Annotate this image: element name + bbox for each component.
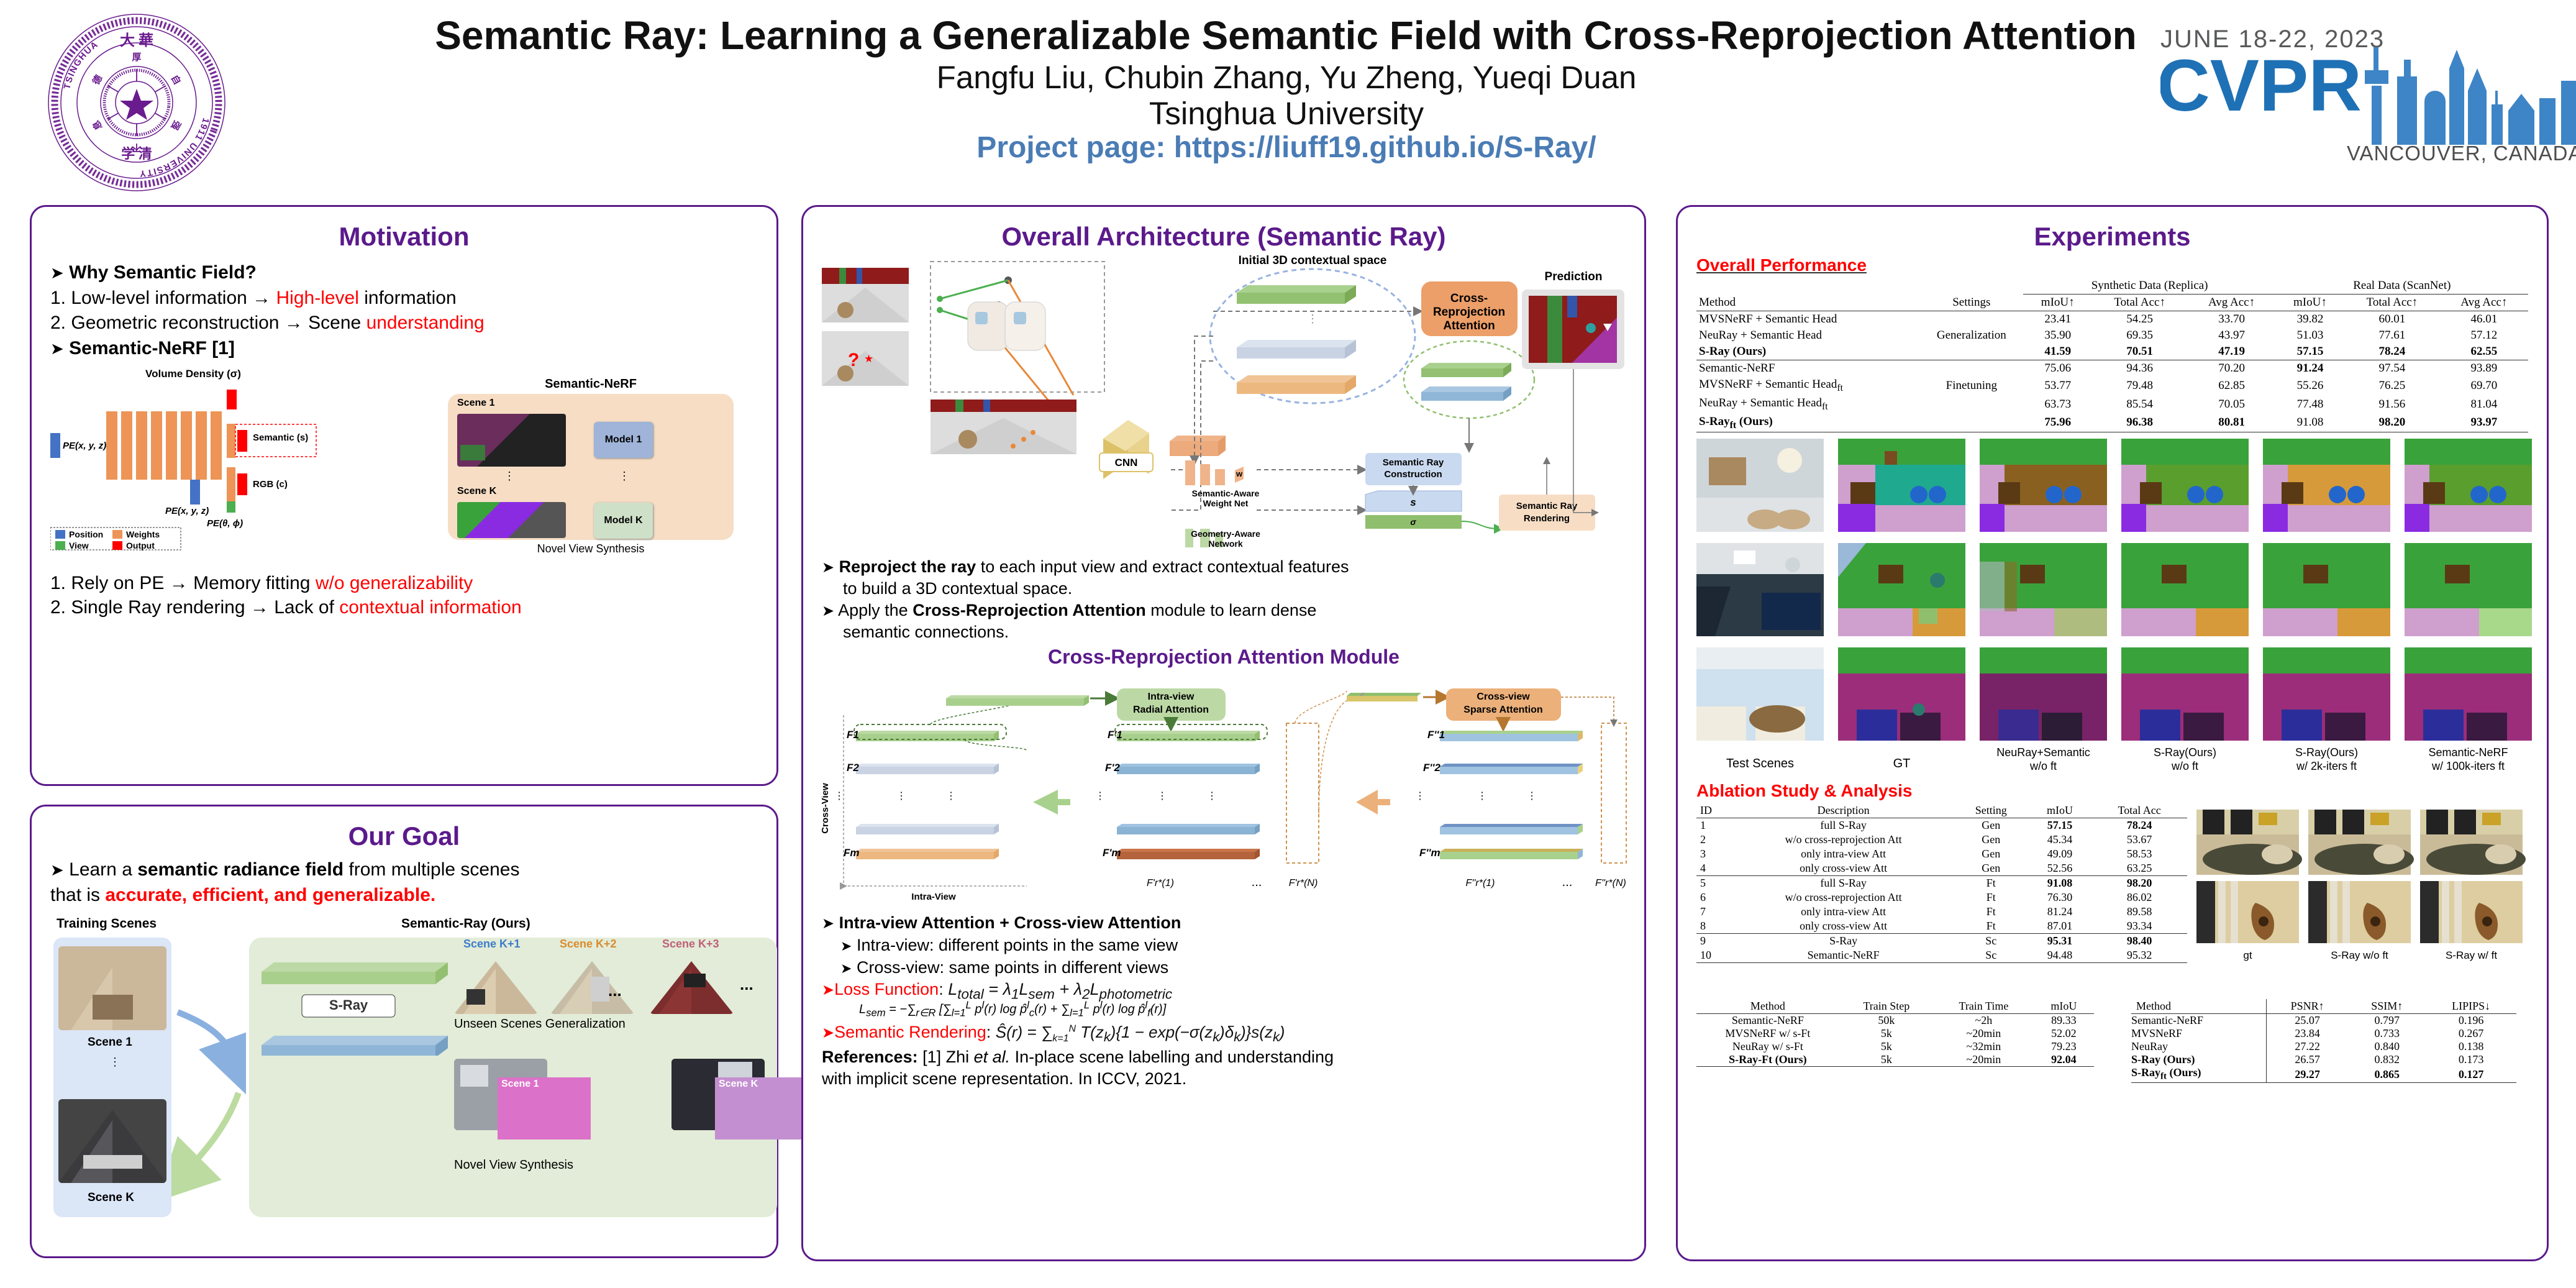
svg-text:F2: F2	[847, 762, 859, 774]
svg-text:大 華: 大 華	[120, 32, 153, 49]
svg-text:Sparse Attention: Sparse Attention	[1463, 705, 1542, 715]
svg-text:⋮: ⋮	[1207, 791, 1217, 802]
svg-text:CVPR: CVPR	[2160, 45, 2362, 127]
svg-text:⋮: ⋮	[1415, 791, 1425, 802]
svg-text:F''2: F''2	[1423, 762, 1440, 774]
svg-text:S-Ray: S-Ray	[329, 997, 368, 1013]
svg-text:Cross-View: Cross-View	[822, 783, 831, 834]
svg-text:F'2: F'2	[1105, 762, 1120, 774]
svg-text:强: 强	[169, 118, 183, 132]
svg-text:Volume Density (σ): Volume Density (σ)	[145, 368, 241, 380]
svg-text:学 清: 学 清	[121, 146, 152, 162]
svg-text:Intra-View: Intra-View	[911, 892, 956, 902]
svg-text:Attention: Attention	[1443, 319, 1495, 332]
svg-text:Weight Net: Weight Net	[1203, 498, 1249, 508]
svg-text:RGB (c): RGB (c)	[253, 479, 288, 490]
svg-text:F'm: F'm	[1103, 847, 1121, 859]
svg-text:?: ?	[848, 350, 859, 370]
svg-text:VANCOUVER, CANADA: VANCOUVER, CANADA	[2347, 142, 2576, 165]
svg-text:自: 自	[169, 73, 183, 86]
svg-text:⋮: ⋮	[1157, 791, 1167, 802]
svg-text:View: View	[69, 541, 89, 550]
svg-text:Network: Network	[1208, 539, 1242, 549]
svg-text:Radial Attention: Radial Attention	[1133, 705, 1209, 715]
svg-text:Intra-view: Intra-view	[1148, 692, 1195, 702]
svg-text:⋮: ⋮	[1477, 791, 1487, 802]
svg-text:★: ★	[864, 353, 873, 365]
svg-text:厚: 厚	[132, 52, 141, 63]
svg-text:F''m: F''m	[1419, 847, 1440, 859]
svg-text:Cross-view: Cross-view	[1477, 692, 1530, 702]
svg-text:Output: Output	[126, 541, 155, 550]
svg-text:Semantic-Aware: Semantic-Aware	[1192, 488, 1260, 498]
svg-text:Position: Position	[69, 529, 103, 539]
svg-text:s: s	[1410, 496, 1416, 508]
svg-text:Construction: Construction	[1384, 469, 1442, 480]
svg-text:Rendering: Rendering	[1524, 513, 1570, 524]
svg-text:⋮: ⋮	[946, 791, 956, 802]
svg-text:⋮: ⋮	[1527, 791, 1537, 802]
svg-text:w: w	[1236, 469, 1243, 478]
svg-text:CNN: CNN	[1115, 457, 1138, 468]
svg-text:Initial 3D contextual space: Initial 3D contextual space	[1239, 255, 1387, 267]
svg-text:Reprojection: Reprojection	[1433, 306, 1505, 319]
svg-text:F'r*(N): F'r*(N)	[1289, 878, 1318, 888]
svg-text:⋮: ⋮	[896, 791, 906, 802]
svg-text:σ: σ	[1410, 517, 1416, 527]
svg-text:Cross-: Cross-	[1450, 292, 1488, 305]
svg-text:Geometry-Aware: Geometry-Aware	[1191, 529, 1260, 539]
svg-text:⋮: ⋮	[1095, 791, 1105, 802]
svg-text:Semantic Ray: Semantic Ray	[1383, 457, 1444, 468]
svg-text:Fm: Fm	[844, 847, 860, 859]
svg-text:F''1: F''1	[1427, 729, 1445, 741]
svg-text:Prediction: Prediction	[1545, 270, 1603, 283]
svg-text:PE(θ, ϕ): PE(θ, ϕ)	[207, 518, 243, 529]
svg-text:PE(x, y, z): PE(x, y, z)	[63, 441, 106, 451]
svg-text:息: 息	[90, 118, 104, 132]
svg-text:F'r*(1): F'r*(1)	[1147, 878, 1174, 888]
svg-text:Semantic (s): Semantic (s)	[253, 432, 308, 443]
svg-text:德: 德	[90, 73, 104, 86]
svg-text:...: ...	[1252, 875, 1262, 889]
svg-text:⋮: ⋮	[834, 791, 844, 802]
svg-text:Semantic Ray: Semantic Ray	[1516, 501, 1578, 511]
svg-text:Weights: Weights	[126, 529, 160, 539]
svg-text:F''r*(N): F''r*(N)	[1595, 878, 1626, 888]
svg-text:PE(x, y, z): PE(x, y, z)	[165, 506, 209, 516]
svg-text:F''r*(1): F''r*(1)	[1466, 878, 1495, 888]
svg-text:⋮: ⋮	[1307, 313, 1318, 325]
svg-text:...: ...	[1562, 875, 1573, 889]
